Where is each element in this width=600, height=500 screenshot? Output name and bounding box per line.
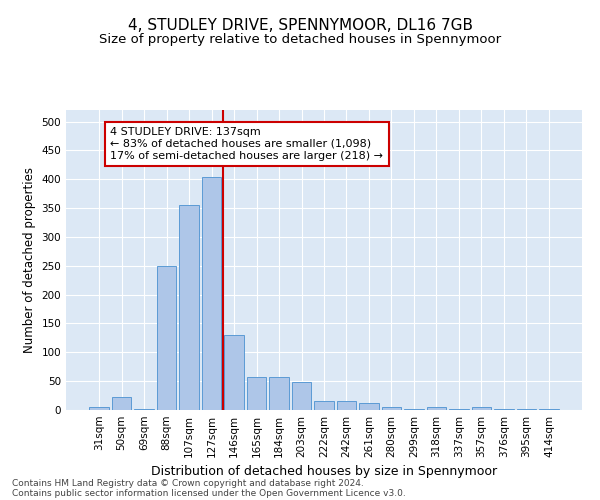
Bar — [539, 409, 559, 410]
Bar — [337, 402, 356, 410]
Bar — [404, 409, 424, 410]
Bar — [449, 409, 469, 410]
Bar — [202, 178, 221, 410]
Text: 4, STUDLEY DRIVE, SPENNYMOOR, DL16 7GB: 4, STUDLEY DRIVE, SPENNYMOOR, DL16 7GB — [128, 18, 473, 32]
Bar — [359, 403, 379, 410]
Text: Contains HM Land Registry data © Crown copyright and database right 2024.: Contains HM Land Registry data © Crown c… — [12, 478, 364, 488]
Bar — [179, 205, 199, 410]
Bar — [472, 406, 491, 410]
Bar — [269, 377, 289, 410]
Bar — [112, 396, 131, 410]
Bar — [314, 401, 334, 410]
Bar — [382, 407, 401, 410]
Bar — [292, 382, 311, 410]
Bar — [224, 335, 244, 410]
Bar — [494, 409, 514, 410]
Bar — [89, 407, 109, 410]
Text: Contains public sector information licensed under the Open Government Licence v3: Contains public sector information licen… — [12, 488, 406, 498]
Bar — [427, 406, 446, 410]
X-axis label: Distribution of detached houses by size in Spennymoor: Distribution of detached houses by size … — [151, 466, 497, 478]
Y-axis label: Number of detached properties: Number of detached properties — [23, 167, 36, 353]
Bar — [157, 266, 176, 410]
Text: Size of property relative to detached houses in Spennymoor: Size of property relative to detached ho… — [99, 32, 501, 46]
Bar — [247, 377, 266, 410]
Text: 4 STUDLEY DRIVE: 137sqm
← 83% of detached houses are smaller (1,098)
17% of semi: 4 STUDLEY DRIVE: 137sqm ← 83% of detache… — [110, 128, 383, 160]
Bar — [517, 409, 536, 410]
